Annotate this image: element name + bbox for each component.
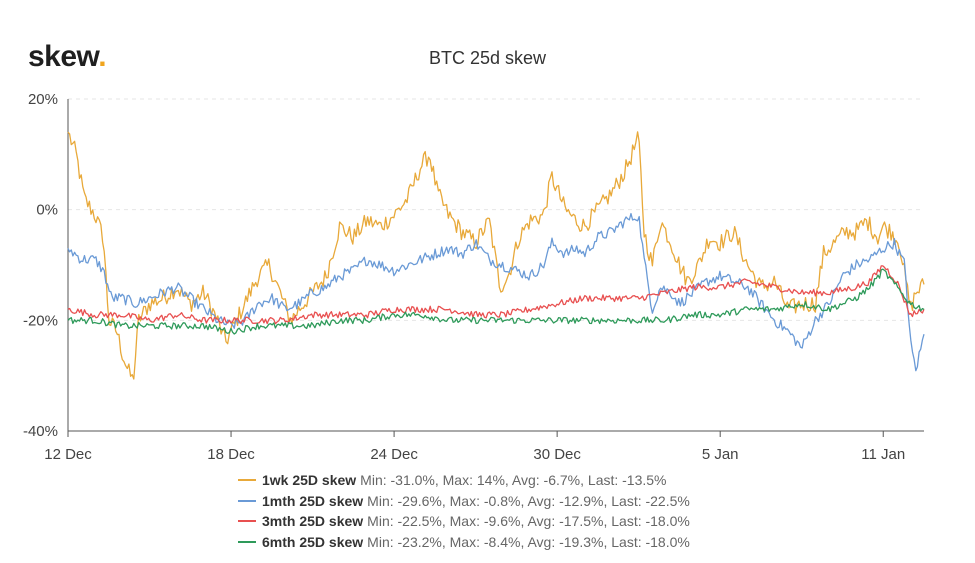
legend-series-stats: Min: -22.5%, Max: -9.6%, Avg: -17.5%, La… xyxy=(367,513,690,529)
brand-dot: . xyxy=(98,40,107,73)
legend-item[interactable]: 6mth 25D skew Min: -23.2%, Max: -8.4%, Av… xyxy=(238,532,690,553)
legend-item[interactable]: 1mth 25D skew Min: -29.6%, Max: -0.8%, Av… xyxy=(238,491,690,512)
x-tick-label: 5 Jan xyxy=(702,446,739,463)
brand-name: skew xyxy=(28,40,99,73)
chart-grid xyxy=(68,98,924,321)
legend-series-stats: Min: -29.6%, Max: -0.8%, Avg: -12.9%, La… xyxy=(367,492,690,509)
legend-item[interactable]: 3mth 25D skew Min: -22.5%, Max: -9.6%, Av… xyxy=(238,511,690,532)
y-tick-label: -40% xyxy=(23,423,58,440)
legend-swatch xyxy=(238,540,256,543)
chart-series xyxy=(67,131,925,380)
chart-legend: 1wk 25D skew Min: -31.0%, Max: 14%, Avg: … xyxy=(238,470,690,552)
y-tick-label: 20% xyxy=(28,91,58,108)
series-line-4 xyxy=(67,268,925,335)
x-tick-label: 12 Dec xyxy=(44,446,92,463)
chart-title: BTC 25d skew xyxy=(428,48,547,68)
line-chart: 20% 0% -20% -40% 12 Dec 18 Dec 24 Dec 30 Dec 5 J… xyxy=(23,91,925,463)
legend-series-name: 6mth 25D skew xyxy=(262,533,364,550)
legend-series-name: 1wk 25D skew xyxy=(262,472,357,488)
legend-series-name: 3mth 25D skew xyxy=(262,513,364,529)
legend-swatch xyxy=(238,499,256,502)
legend-item[interactable]: 1wk 25D skew Min: -31.0%, Max: 14%, Avg: … xyxy=(238,470,690,491)
chart-axes: 20% 0% -20% -40% 12 Dec 18 Dec 24 Dec 30 Dec 5 J… xyxy=(23,91,924,463)
series-line-3 xyxy=(67,265,925,325)
x-tick-label: 11 Jan xyxy=(861,446,905,463)
legend-swatch xyxy=(238,479,256,482)
y-tick-label: 0% xyxy=(36,202,58,219)
legend-swatch xyxy=(238,520,256,523)
y-tick-label: -20% xyxy=(23,312,58,329)
series-line-2 xyxy=(67,212,925,372)
x-tick-label: 24 Dec xyxy=(370,446,418,463)
legend-series-stats: Min: -23.2%, Max: -8.4%, Avg: -19.3%, La… xyxy=(367,533,690,550)
legend-series-stats: Min: -31.0%, Max: 14%, Avg: -6.7%, Last:… xyxy=(360,472,667,488)
x-tick-label: 30 Dec xyxy=(533,446,581,463)
brand-logo: skew. xyxy=(28,40,107,74)
x-tick-label: 18 Dec xyxy=(207,446,255,463)
legend-series-name: 1mth 25D skew xyxy=(262,492,364,509)
